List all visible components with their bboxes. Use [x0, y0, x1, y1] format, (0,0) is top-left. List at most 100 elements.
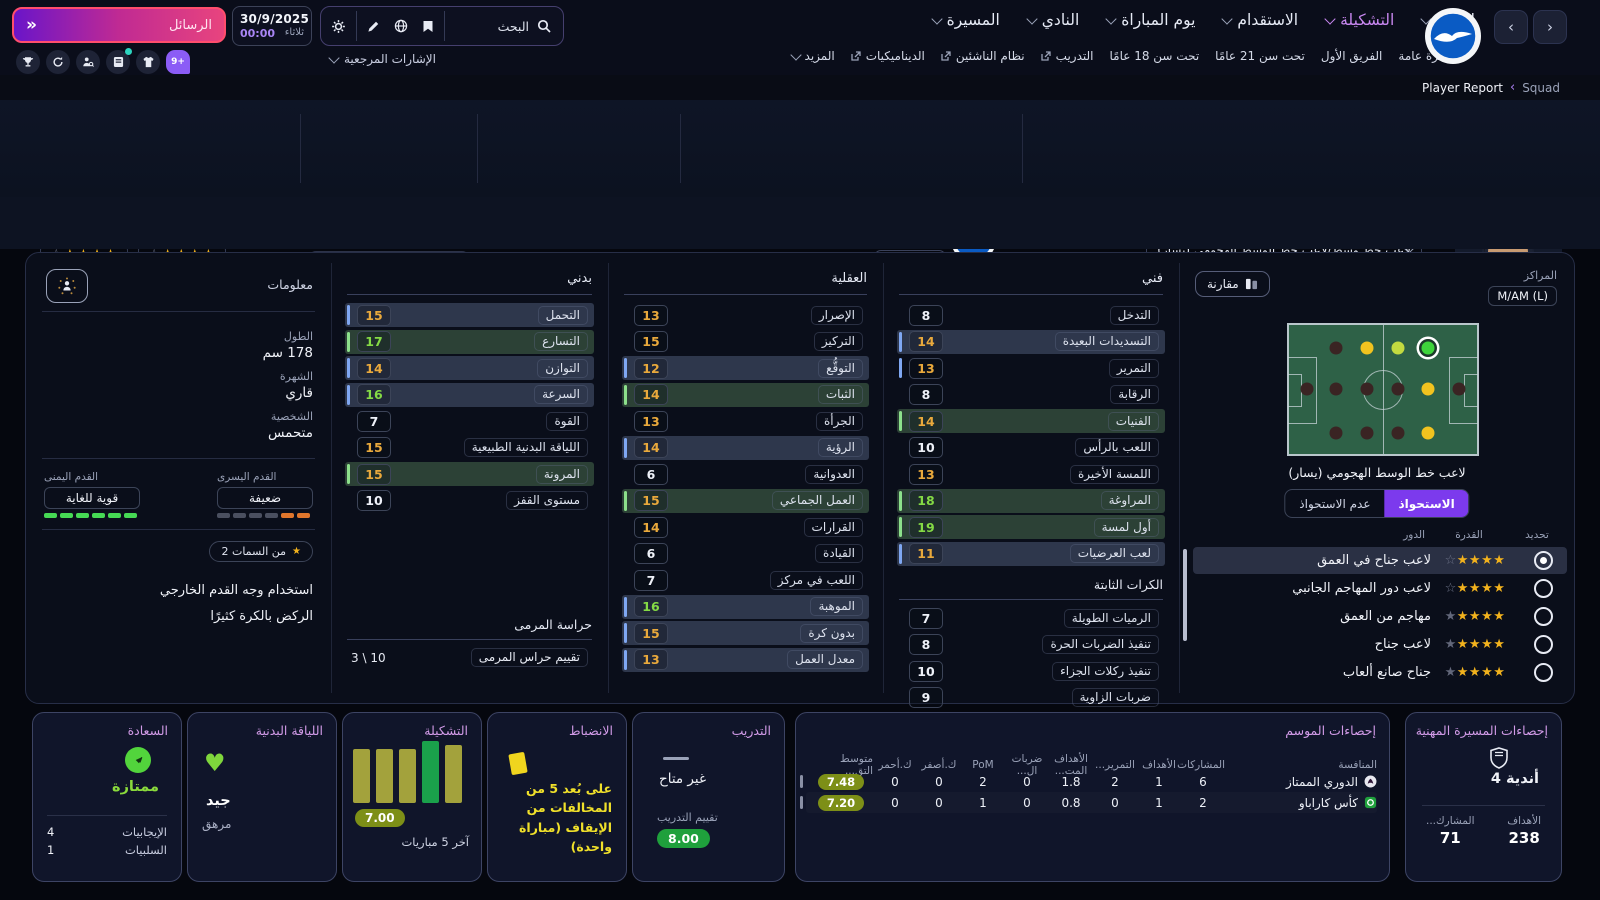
attribute-name[interactable]: اللعب في مركز	[769, 570, 863, 590]
attribute-name[interactable]: تنفيذ ركلات الجزاء	[1052, 661, 1159, 681]
position-dot[interactable]	[1391, 426, 1405, 440]
attribute-name[interactable]: الرؤية	[817, 438, 863, 457]
position-dot[interactable]	[1421, 382, 1435, 396]
role-row[interactable]: ☆★★★★ لاعب جناح في العمق	[1193, 547, 1567, 574]
position-dot[interactable]	[1452, 382, 1466, 396]
attribute-name[interactable]: التركيز	[813, 332, 863, 351]
attribute-name[interactable]: التوازن	[537, 358, 588, 378]
attribute-name[interactable]: التحمل	[537, 305, 588, 325]
fitness-card[interactable]: اللياقة البدنية ♥ جيد مرهق	[187, 712, 337, 882]
season-stats-row[interactable]: كأس كاراباو 2 1 0 0.8 0 1 0 0 7.20	[800, 792, 1377, 813]
role-row[interactable]: ★★★★★ لاعب جناح	[1193, 631, 1567, 658]
attribute-name[interactable]: معدل العمل	[787, 650, 863, 669]
attribute-name[interactable]: القوة	[546, 411, 588, 431]
compare-button[interactable]: مقارنة	[1195, 271, 1270, 297]
position-dot[interactable]	[1329, 382, 1343, 396]
attribute-name[interactable]: لعب العرضيات	[1069, 544, 1159, 563]
toggle-out-of-possession[interactable]: عدم الاستحواذ	[1299, 496, 1371, 511]
attribute-name[interactable]: التسديدات البعيدة	[1054, 332, 1159, 351]
brighton-club-logo[interactable]	[1424, 7, 1482, 65]
toggle-in-possession[interactable]: الاستحواذ	[1384, 490, 1469, 517]
bookmarks-dropdown[interactable]: الإشارات المرجعية	[328, 51, 436, 66]
nav-item-المسيرة[interactable]: المسيرة	[930, 11, 1000, 29]
reports-button[interactable]	[106, 48, 132, 74]
attribute-name[interactable]: التسارع	[534, 332, 588, 351]
breadcrumb-back-icon[interactable]: ‹	[1509, 80, 1516, 95]
role-radio[interactable]	[1533, 579, 1553, 598]
attribute-name[interactable]: التدخل	[1109, 305, 1159, 325]
formation-card[interactable]: التشكيلة 7.00 آخر 5 مباريات	[342, 712, 482, 882]
subnav-item-الديناميكيات[interactable]: الديناميكيات	[851, 49, 925, 63]
nav-back-button[interactable]: ‹	[1494, 10, 1528, 44]
nav-item-الاستقدام[interactable]: الاستقدام	[1221, 11, 1298, 29]
attribute-name[interactable]: السرعة	[534, 385, 588, 404]
role-radio[interactable]	[1533, 635, 1553, 654]
search-box[interactable]: البحث	[445, 7, 563, 45]
attribute-name[interactable]: العمل الجماعي	[771, 491, 863, 510]
position-dot-selected[interactable]	[1421, 341, 1435, 355]
attribute-name[interactable]: التمرير	[1108, 358, 1159, 378]
role-radio[interactable]	[1533, 663, 1553, 682]
role-radio[interactable]	[1533, 551, 1553, 570]
happiness-card[interactable]: السعادة ممتازة الإيجابيات 4 السلبيات 1	[32, 712, 182, 882]
profile-icon-button[interactable]	[46, 269, 88, 303]
position-pitch-map[interactable]	[1287, 323, 1479, 456]
attribute-name[interactable]: مستوى القفز	[506, 491, 588, 510]
season-stats-card[interactable]: إحصاءات الموسم المنافسة المشاركات الأهداف ا…	[795, 712, 1390, 882]
subnav-item-تحت سن 18 عامًا[interactable]: تحت سن 18 عامًا	[1109, 49, 1199, 63]
attribute-name[interactable]: القيادة	[815, 544, 863, 563]
attribute-name[interactable]: المراوغة	[1100, 491, 1159, 510]
attribute-name[interactable]: التوقُّع	[818, 358, 863, 378]
date-widget[interactable]: 30/9/2025 ثلاثاء 00:00	[232, 6, 312, 46]
traits-badge[interactable]: ★ 2 من السمات	[209, 541, 313, 562]
training-card[interactable]: التدريب غير متاح تقييم التدريب 8.00	[632, 712, 785, 882]
squad-shirt-button[interactable]	[136, 50, 160, 74]
subnav-item-المزيد[interactable]: المزيد	[789, 48, 835, 63]
position-dot[interactable]	[1391, 382, 1405, 396]
subnav-item-نظام الناشئين[interactable]: نظام الناشئين	[941, 49, 1025, 63]
position-dot[interactable]	[1360, 382, 1374, 396]
roles-scrollbar[interactable]	[1183, 549, 1187, 641]
attribute-name[interactable]: اللمسة الأخيرة	[1070, 464, 1159, 484]
breadcrumb-parent[interactable]: Squad	[1522, 80, 1560, 95]
world-icon[interactable]	[394, 19, 408, 33]
attribute-name[interactable]: الجرأة	[816, 411, 863, 431]
position-dot[interactable]	[1421, 426, 1435, 440]
attribute-name[interactable]: ضربات الزاوية	[1071, 688, 1159, 707]
scouting-button[interactable]	[76, 50, 100, 74]
competitions-button[interactable]	[16, 50, 40, 74]
nav-item-يوم المباراة[interactable]: يوم المباراة	[1105, 11, 1195, 29]
attribute-name[interactable]: الموهبة	[810, 597, 863, 616]
attribute-name[interactable]: القرارات	[803, 517, 863, 537]
role-row[interactable]: ☆★★★★ لاعب دور المهاجم الجانبي	[1193, 575, 1567, 602]
nav-forward-button[interactable]: ›	[1533, 10, 1567, 44]
attribute-name[interactable]: الإصرار	[810, 305, 863, 325]
nav-item-النادي[interactable]: النادي	[1026, 11, 1079, 29]
role-row[interactable]: ★★★★★ مهاجم من العمق	[1193, 603, 1567, 630]
bookmark-flag-icon[interactable]	[422, 20, 434, 33]
discipline-card[interactable]: الانضباط على بُعد 5 من المخالفات من الإي…	[487, 712, 627, 882]
attribute-name[interactable]: بدون كرة	[800, 623, 863, 643]
attribute-name[interactable]: الثبات	[817, 385, 863, 404]
attribute-name[interactable]: تنفيذ الضربات الحرة	[1042, 635, 1159, 654]
career-stats-card[interactable]: إحصاءات المسيرة المهنية 4 أندية الأهداف 2…	[1405, 712, 1562, 882]
inbox-count-badge[interactable]: 9+	[166, 50, 190, 74]
position-dot[interactable]	[1360, 341, 1374, 355]
settings-button[interactable]	[321, 7, 356, 45]
position-dot[interactable]	[1329, 426, 1343, 440]
subnav-item-التدريب[interactable]: التدريب	[1041, 49, 1093, 63]
season-stats-row[interactable]: الدوري الممتاز 6 1 2 1.8 0 2 0 0 7.48	[800, 771, 1377, 792]
nav-item-التشكيلة[interactable]: التشكيلة	[1324, 11, 1394, 29]
position-dot[interactable]	[1329, 341, 1343, 355]
attribute-name[interactable]: اللعب بالرأس	[1075, 438, 1159, 457]
attribute-name[interactable]: اللياقة البدنية الطبيعية	[463, 438, 588, 457]
messages-button[interactable]: الرسائل «	[12, 7, 226, 43]
attribute-name[interactable]: الرميات الطويلة	[1063, 608, 1159, 628]
attribute-name[interactable]: المرونة	[535, 464, 588, 484]
position-dot[interactable]	[1391, 341, 1405, 355]
subnav-item-الفريق الأول[interactable]: الفريق الأول	[1321, 49, 1383, 63]
attribute-name[interactable]: العدوانية	[805, 464, 863, 484]
attribute-name[interactable]: أول لمسة	[1093, 517, 1159, 537]
attribute-name[interactable]: الرقابة	[1110, 385, 1159, 404]
continue-button[interactable]	[46, 50, 70, 74]
